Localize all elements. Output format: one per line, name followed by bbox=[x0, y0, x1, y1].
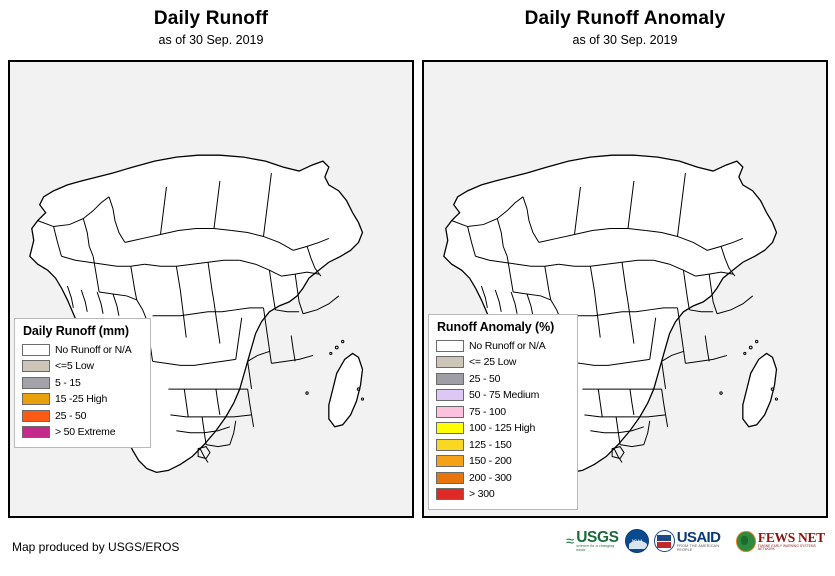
legend-item-label: > 300 bbox=[469, 488, 495, 500]
legend-item: <=5 Low bbox=[22, 359, 143, 374]
right-panel-title: Daily Runoff Anomaly bbox=[524, 8, 726, 29]
legend-item-label: 25 - 50 bbox=[469, 372, 501, 385]
legend-swatch-icon bbox=[436, 455, 464, 467]
map-credit-text: Map produced by USGS/EROS bbox=[12, 540, 180, 554]
legend-swatch-icon bbox=[436, 356, 464, 368]
legend-item: 50 - 75 Medium bbox=[436, 388, 570, 403]
left-panel-title: Daily Runoff bbox=[153, 8, 269, 29]
usgs-wave-icon: ≈ bbox=[566, 532, 575, 550]
legend-item: 25 - 50 bbox=[22, 408, 143, 423]
runoff-anomaly-legend: Runoff Anomaly (%) No Runoff or N/A <= 2… bbox=[428, 314, 578, 510]
legend-item-label: 200 - 300 bbox=[469, 471, 512, 484]
noaa-wordmark: NOAA bbox=[631, 539, 643, 543]
legend-item-label: 150 - 200 bbox=[469, 455, 512, 467]
legend-item: 200 - 300 bbox=[436, 470, 570, 485]
left-panel-subtitle: as of 30 Sep. 2019 bbox=[158, 33, 264, 47]
usgs-tagline: science for a changing world bbox=[576, 544, 615, 552]
legend-title: Daily Runoff (mm) bbox=[23, 324, 129, 338]
right-panel-heading: Daily Runoff Anomaly as of 30 Sep. 2019 bbox=[422, 8, 828, 48]
legend-item-label: 25 - 50 bbox=[55, 409, 87, 422]
legend-swatch-icon bbox=[436, 389, 464, 401]
daily-runoff-legend: Daily Runoff (mm) No Runoff or N/A <=5 L… bbox=[14, 318, 151, 448]
fews-wordmark: FEWS NET bbox=[757, 530, 825, 546]
legend-items: No Runoff or N/A <= 25 Low 25 - 50 50 - … bbox=[436, 338, 570, 502]
legend-item: No Runoff or N/A bbox=[22, 342, 143, 357]
legend-swatch-icon bbox=[436, 422, 464, 434]
usgs-text-block: USGS science for a changing world bbox=[576, 530, 620, 553]
usaid-wordmark: USAID bbox=[676, 528, 721, 546]
noaa-logo: NOAA bbox=[625, 526, 650, 556]
runoff-anomaly-map-panel[interactable]: Runoff Anomaly (%) No Runoff or N/A <= 2… bbox=[422, 60, 828, 518]
usgs-logo: ≈ USGS science for a changing world bbox=[566, 526, 620, 556]
legend-item-label: 5 - 15 bbox=[55, 376, 81, 389]
legend-items: No Runoff or N/A <=5 Low 5 - 15 15 -25 H… bbox=[22, 342, 143, 440]
legend-swatch-icon bbox=[436, 488, 464, 500]
legend-swatch-icon bbox=[436, 339, 464, 352]
right-panel-subtitle: as of 30 Sep. 2019 bbox=[572, 33, 678, 47]
legend-item: > 300 bbox=[436, 487, 570, 502]
legend-swatch-icon bbox=[436, 372, 464, 385]
usaid-logo: USAID FROM THE AMERICAN PEOPLE bbox=[654, 526, 731, 556]
country-borders-layer bbox=[37, 172, 340, 463]
usgs-wordmark: USGS bbox=[576, 528, 619, 546]
legend-item-label: No Runoff or N/A bbox=[469, 339, 546, 352]
legend-item: No Runoff or N/A bbox=[436, 338, 570, 353]
legend-item: 5 - 15 bbox=[22, 375, 143, 390]
legend-item-label: No Runoff or N/A bbox=[55, 343, 132, 356]
legend-item-label: > 50 Extreme bbox=[55, 426, 116, 438]
legend-item-label: <=5 Low bbox=[55, 360, 94, 372]
legend-swatch-icon bbox=[22, 393, 50, 405]
legend-item: 100 - 125 High bbox=[436, 421, 570, 436]
left-panel-heading: Daily Runoff as of 30 Sep. 2019 bbox=[8, 8, 414, 48]
legend-item: <= 25 Low bbox=[436, 355, 570, 370]
legend-item-label: 15 -25 High bbox=[55, 393, 108, 405]
legend-item-label: <= 25 Low bbox=[469, 356, 517, 368]
globe-icon bbox=[736, 530, 756, 552]
legend-item: 125 - 150 bbox=[436, 437, 570, 452]
legend-item: 25 - 50 bbox=[436, 371, 570, 386]
usaid-text-block: USAID FROM THE AMERICAN PEOPLE bbox=[677, 530, 732, 553]
legend-swatch-icon bbox=[436, 405, 464, 418]
legend-swatch-icon bbox=[22, 360, 50, 372]
legend-item: 75 - 100 bbox=[436, 404, 570, 419]
legend-swatch-icon bbox=[436, 471, 464, 484]
legend-swatch-icon bbox=[22, 409, 50, 422]
legend-swatch-icon bbox=[22, 343, 50, 356]
legend-swatch-icon bbox=[436, 438, 464, 451]
legend-item-label: 50 - 75 Medium bbox=[469, 389, 540, 401]
legend-swatch-icon bbox=[22, 376, 50, 389]
usaid-seal-icon bbox=[654, 530, 675, 552]
legend-item: > 50 Extreme bbox=[22, 425, 143, 440]
legend-title: Runoff Anomaly (%) bbox=[437, 320, 555, 334]
fews-text-block: FEWS NET FAMINE EARLY WARNING SYSTEMS NE… bbox=[758, 531, 828, 551]
usaid-tagline: FROM THE AMERICAN PEOPLE bbox=[676, 543, 720, 552]
legend-item: 15 -25 High bbox=[22, 392, 143, 407]
agency-logo-bar: ≈ USGS science for a changing world NOAA… bbox=[566, 524, 828, 558]
legend-item-label: 125 - 150 bbox=[469, 438, 512, 451]
legend-item-label: 100 - 125 High bbox=[469, 422, 536, 434]
country-borders-layer bbox=[451, 172, 754, 463]
legend-item: 150 - 200 bbox=[436, 454, 570, 469]
daily-runoff-map-panel[interactable]: Daily Runoff (mm) No Runoff or N/A <=5 L… bbox=[8, 60, 414, 518]
fews-tagline: FAMINE EARLY WARNING SYSTEMS NETWORK bbox=[757, 543, 816, 551]
legend-swatch-icon bbox=[22, 426, 50, 438]
legend-item-label: 75 - 100 bbox=[469, 405, 506, 418]
noaa-seal-icon: NOAA bbox=[625, 529, 650, 553]
fews-net-logo: FEWS NET FAMINE EARLY WARNING SYSTEMS NE… bbox=[736, 526, 828, 556]
